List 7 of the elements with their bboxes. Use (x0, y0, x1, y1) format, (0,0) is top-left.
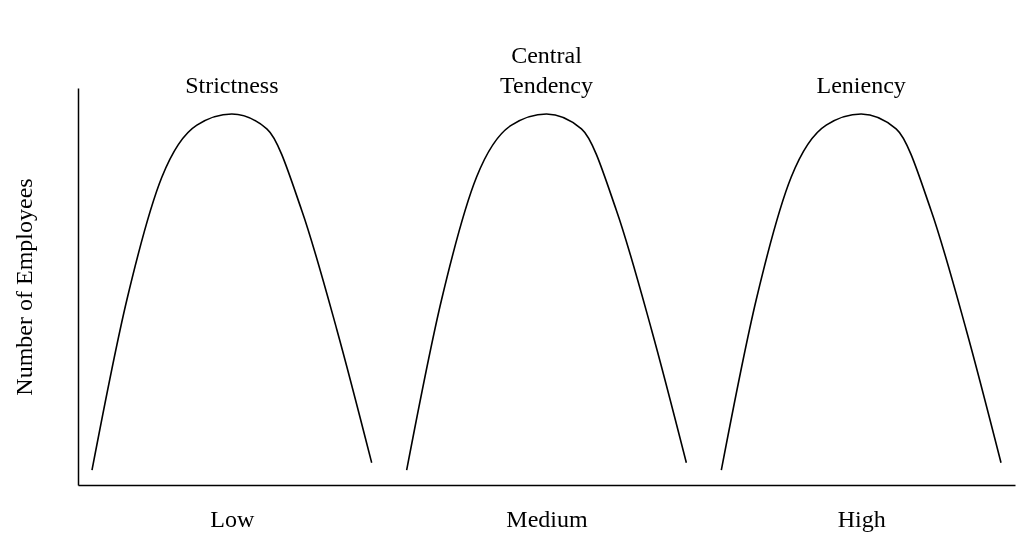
x-tick-label: High (837, 505, 886, 532)
series-label: Strictness (185, 71, 279, 98)
series-label: Central Tendency (500, 41, 593, 98)
x-tick-label: Low (210, 505, 255, 532)
y-axis-title: Number of Employees (10, 178, 37, 396)
x-tick-label: Medium (506, 505, 588, 532)
series-label: Leniency (816, 71, 906, 98)
